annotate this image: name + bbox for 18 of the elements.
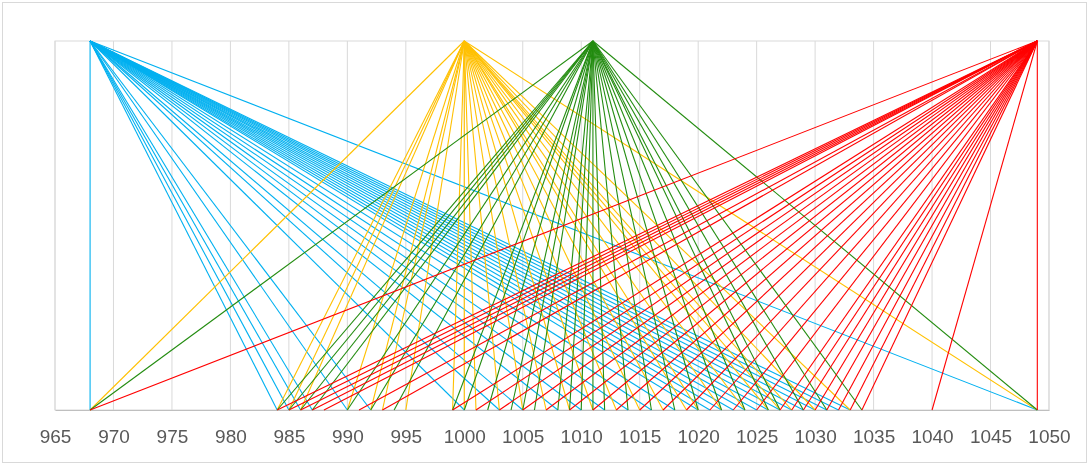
x-tick-label: 970	[98, 426, 130, 448]
x-tick-label: 995	[390, 426, 423, 448]
x-tick-label: 1040	[911, 426, 954, 448]
x-tick-label: 1050	[1028, 426, 1071, 448]
x-tick-label: 1045	[969, 426, 1013, 448]
x-tick-label: 980	[215, 426, 247, 448]
x-tick-label: 1005	[502, 426, 545, 448]
x-tick-label: 1010	[560, 426, 603, 448]
x-tick-label: 1035	[852, 426, 896, 448]
x-tick-label: 1020	[677, 426, 720, 448]
x-tick-label: 1030	[794, 426, 837, 448]
x-tick-label: 965	[39, 426, 72, 448]
x-tick-label: 1000	[443, 426, 486, 448]
x-tick-label: 985	[273, 426, 306, 448]
x-tick-label: 975	[156, 426, 189, 448]
x-tick-label: 1025	[736, 426, 779, 448]
x-tick-label: 1015	[619, 426, 662, 448]
x-tick-label: 990	[332, 426, 364, 448]
